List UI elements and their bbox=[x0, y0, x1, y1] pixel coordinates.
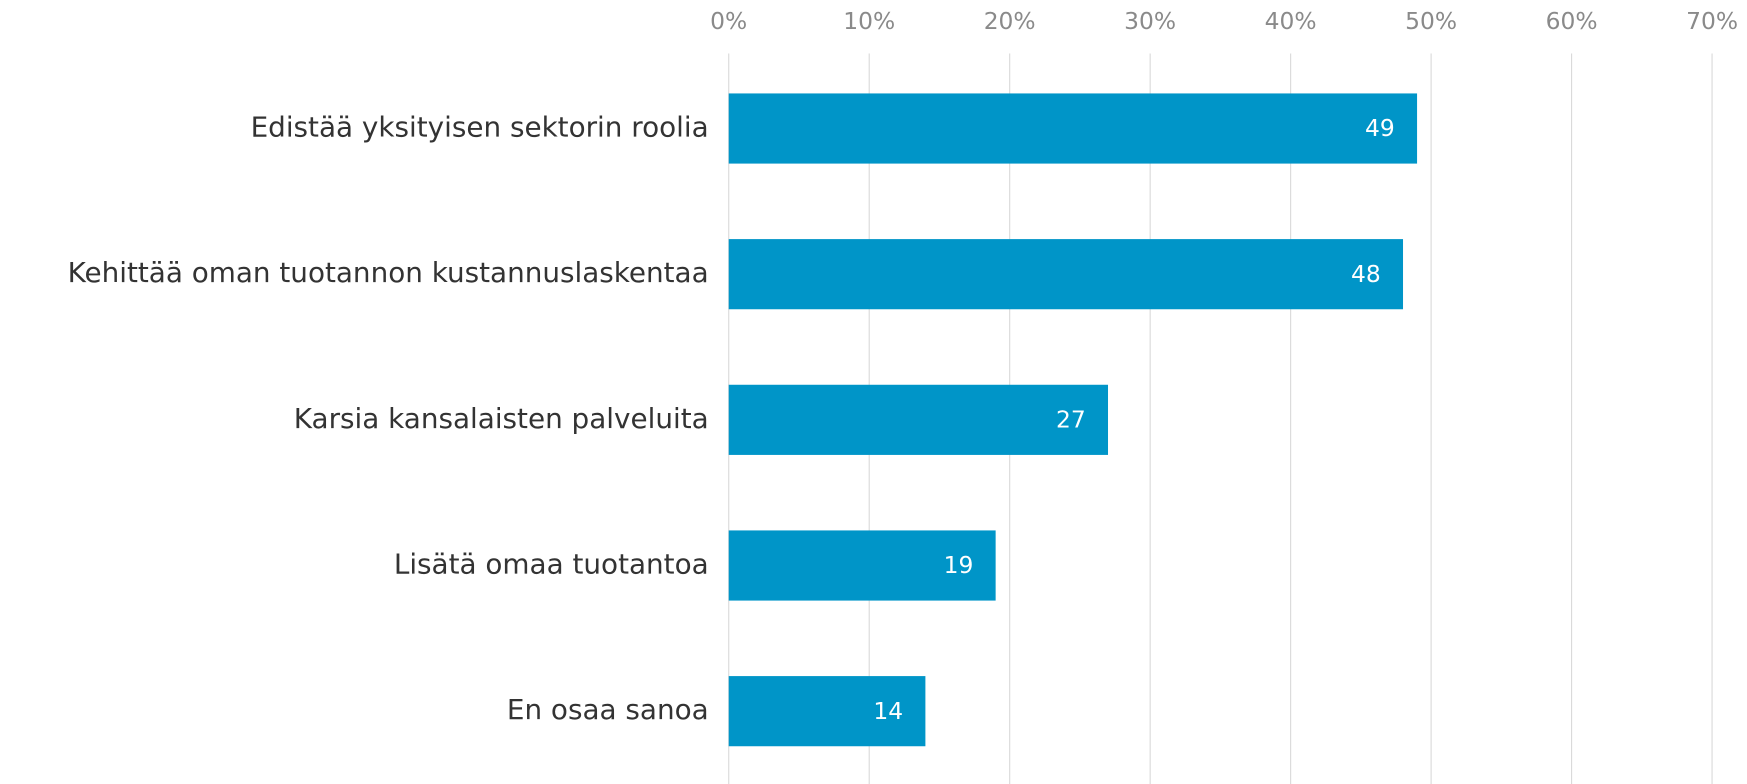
bar bbox=[728, 384, 1109, 455]
data-label: 14 bbox=[873, 697, 903, 725]
y-tick-label: En osaa sanoa bbox=[507, 693, 709, 726]
x-tick-label: 30% bbox=[1124, 7, 1176, 35]
x-tick-label: 20% bbox=[984, 7, 1036, 35]
x-tick-label: 50% bbox=[1405, 7, 1457, 35]
data-label: 19 bbox=[944, 551, 974, 579]
data-label: 27 bbox=[1056, 405, 1086, 433]
bar bbox=[728, 93, 1418, 164]
bar bbox=[728, 530, 996, 601]
y-tick-label: Lisätä omaa tuotantoa bbox=[394, 548, 709, 581]
x-tick-label: 0% bbox=[710, 7, 747, 35]
x-tick-label: 10% bbox=[843, 7, 895, 35]
x-tick-label: 60% bbox=[1546, 7, 1598, 35]
y-tick-label: Karsia kansalaisten palveluita bbox=[294, 402, 709, 435]
data-label: 48 bbox=[1351, 260, 1381, 288]
x-tick-label: 70% bbox=[1686, 7, 1738, 35]
x-tick-label: 40% bbox=[1265, 7, 1317, 35]
y-tick-label: Edistää yksityisen sektorin roolia bbox=[251, 111, 709, 144]
data-label: 49 bbox=[1365, 114, 1395, 142]
y-tick-label: Kehittää oman tuotannon kustannuslaskent… bbox=[68, 256, 709, 289]
bar bbox=[728, 676, 926, 747]
bar bbox=[728, 239, 1404, 310]
